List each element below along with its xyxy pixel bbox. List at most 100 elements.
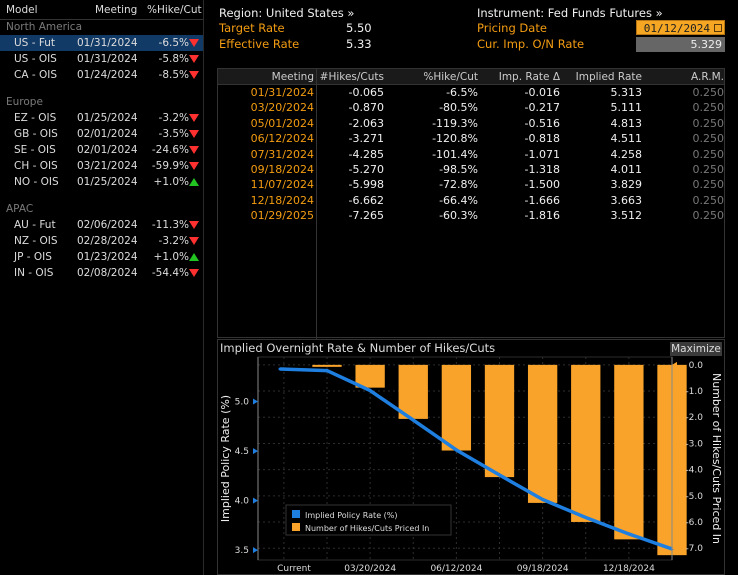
cell-meeting: 12/18/2024 [250,193,314,207]
cell-meeting: 01/31/2024 [250,86,314,99]
table-row[interactable]: 05/01/2024 -2.063 -119.3% -0.516 4.813 0.250 [218,117,724,132]
cell-arm: 0.250 [692,178,725,192]
cell-arm: 0.250 [692,163,725,176]
table-row[interactable]: 01/31/2024 -0.065 -6.5% -0.016 5.313 0.250 [218,86,724,101]
cell-meeting: 11/07/2024 [250,178,314,192]
model-row[interactable]: SE - OIS 02/01/2024 -24.6% [0,142,203,158]
model-name: US - OIS [14,53,57,65]
model-pct: +1.0% [153,251,189,263]
model-meeting: 02/28/2024 [77,235,138,247]
th-hikes-cuts[interactable]: #Hikes/Cuts [319,71,384,83]
cell-imp-rate-delta: -0.217 [524,101,560,115]
maximize-button[interactable]: Maximize [670,342,722,356]
table-row[interactable]: 11/07/2024 -5.998 -72.8% -1.500 3.829 0.250 [218,178,724,193]
meeting-table: Meeting #Hikes/Cuts %Hike/Cut Imp. Rate … [217,68,725,339]
model-meeting: 02/01/2024 [77,128,138,140]
cell-pct-hike-cut: -66.4% [439,193,478,207]
pricing-date-label: Pricing Date [477,21,547,35]
cur-imp-rate-label: Cur. Imp. O/N Rate [477,37,585,51]
th-meeting[interactable]: Meeting [271,71,314,83]
model-pct: -11.3% [151,219,189,231]
cell-hikes-cuts: -6.662 [348,193,384,207]
table-row[interactable]: 06/12/2024 -3.271 -120.8% -0.818 4.511 0.250 [218,132,724,147]
model-row[interactable]: NO - OIS 01/25/2024 +1.0% [0,174,203,190]
model-list-header: Model Meeting %Hike/Cut [0,0,203,20]
cell-meeting: 09/18/2024 [250,163,314,176]
model-pct: -59.9% [151,160,189,172]
model-pct: -3.2% [158,235,189,247]
cell-pct-hike-cut: -120.8% [432,132,478,146]
model-pct: -3.2% [158,112,189,124]
model-meeting: 02/06/2024 [77,219,138,231]
cell-pct-hike-cut: -98.5% [439,163,478,176]
cell-hikes-cuts: -5.998 [348,178,384,192]
table-divider [316,69,317,339]
model-list-panel: Model Meeting %Hike/Cut North America US… [0,0,204,575]
region-selector[interactable]: Region: United States » [219,6,355,20]
cell-meeting: 03/20/2024 [250,101,314,115]
model-pct: -54.4% [151,267,189,279]
model-row[interactable]: GB - OIS 02/01/2024 -3.5% [0,126,203,142]
triangle-up-icon [189,178,199,186]
cell-imp-rate-delta: -1.500 [524,178,560,192]
table-row[interactable]: 03/20/2024 -0.870 -80.5% -0.217 5.111 0.250 [218,101,724,116]
model-name: CH - OIS [14,160,58,172]
model-row[interactable]: CA - OIS 01/24/2024 -8.5% [0,67,203,83]
model-name: NO - OIS [14,176,59,188]
table-row[interactable]: 09/18/2024 -5.270 -98.5% -1.318 4.011 0.250 [218,163,724,178]
table-row[interactable]: 12/18/2024 -6.662 -66.4% -1.666 3.663 0.250 [218,194,724,209]
cell-implied-rate: 4.258 [610,147,643,161]
model-row[interactable]: US - OIS 01/31/2024 -5.8% [0,51,203,67]
calendar-icon[interactable] [714,24,722,32]
group-label: North America [6,21,83,33]
cell-arm: 0.250 [692,86,725,99]
th-arm[interactable]: A.R.M. [691,71,724,83]
model-row[interactable]: IN - OIS 02/08/2024 -54.4% [0,265,203,281]
cell-implied-rate: 5.111 [610,101,643,115]
triangle-down-icon [189,269,199,277]
triangle-down-icon [189,237,199,245]
model-meeting: 02/01/2024 [77,144,138,156]
cell-imp-rate-delta: -1.816 [524,209,560,223]
pricing-date-field[interactable]: 01/12/2024 [636,20,725,35]
cell-imp-rate-delta: -1.666 [524,193,560,207]
triangle-down-icon [189,130,199,138]
cell-hikes-cuts: -7.265 [348,209,384,223]
col-header-model[interactable]: Model [6,3,38,16]
model-row[interactable]: US - Fut 01/31/2024 -6.5% [0,35,203,51]
cell-hikes-cuts: -5.270 [348,163,384,176]
cell-imp-rate-delta: -0.818 [524,132,560,146]
th-pct-hike-cut[interactable]: %Hike/Cut [423,71,478,83]
col-header-pct[interactable]: %Hike/Cut [147,3,202,16]
model-row[interactable]: CH - OIS 03/21/2024 -59.9% [0,158,203,174]
cell-pct-hike-cut: -119.3% [432,116,478,130]
model-row[interactable]: NZ - OIS 02/28/2024 -3.2% [0,233,203,249]
target-rate-label: Target Rate [219,21,285,35]
cell-implied-rate: 3.829 [610,178,643,192]
model-row[interactable]: JP - OIS 01/23/2024 +1.0% [0,249,203,265]
col-header-meeting[interactable]: Meeting [95,3,138,16]
table-row[interactable]: 01/29/2025 -7.265 -60.3% -1.816 3.512 0.250 [218,209,724,224]
model-pct: -5.8% [158,53,189,65]
model-meeting: 03/21/2024 [77,160,138,172]
cell-arm: 0.250 [692,132,725,146]
group-spacer [0,190,203,202]
cell-hikes-cuts: -0.065 [348,86,384,99]
cell-imp-rate-delta: -1.071 [524,147,560,161]
cell-imp-rate-delta: -0.016 [524,86,560,99]
model-row[interactable]: AU - Fut 02/06/2024 -11.3% [0,217,203,233]
model-row[interactable]: EZ - OIS 01/25/2024 -3.2% [0,110,203,126]
instrument-selector[interactable]: Instrument: Fed Funds Futures » [477,6,663,20]
th-imp-rate-delta[interactable]: Imp. Rate Δ [498,71,560,83]
cell-pct-hike-cut: -6.5% [446,86,478,99]
triangle-up-icon [189,253,199,261]
target-rate-value: 5.50 [346,21,372,35]
th-implied-rate[interactable]: Implied Rate [575,71,642,83]
cell-pct-hike-cut: -72.8% [439,178,478,192]
cell-arm: 0.250 [692,209,725,223]
triangle-down-icon [189,55,199,63]
model-name: IN - OIS [14,267,54,279]
cell-hikes-cuts: -0.870 [348,101,384,115]
table-header: Meeting #Hikes/Cuts %Hike/Cut Imp. Rate … [218,69,724,85]
table-row[interactable]: 07/31/2024 -4.285 -101.4% -1.071 4.258 0.250 [218,148,724,163]
